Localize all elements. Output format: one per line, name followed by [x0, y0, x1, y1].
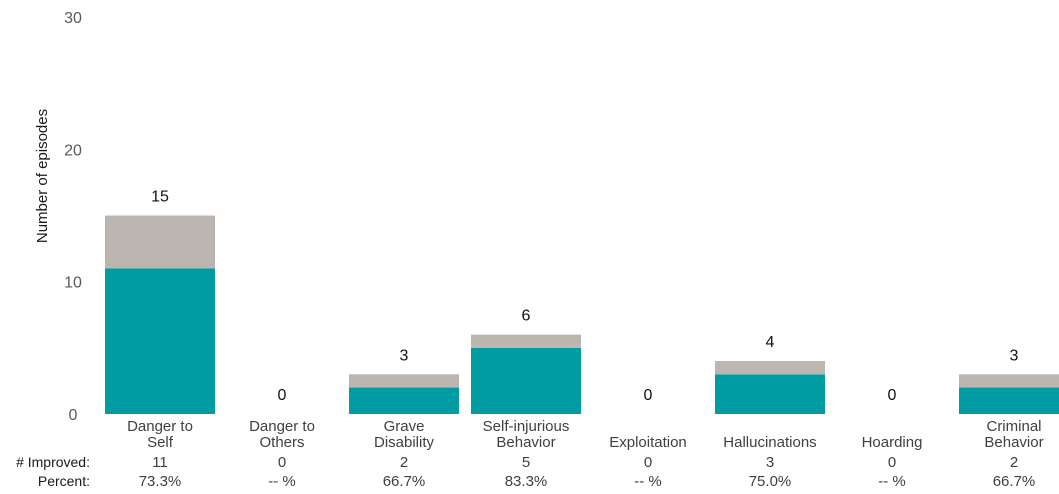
bar-total-label: 4: [766, 334, 775, 351]
percent-value: -- %: [268, 473, 296, 490]
improved-row-label: # Improved:: [16, 454, 90, 470]
y-axis-label: Number of episodes: [34, 109, 51, 243]
bars: [105, 215, 1059, 414]
category-label: Self: [147, 434, 174, 451]
category-label: Disability: [374, 434, 435, 451]
bar-not-improved: [715, 361, 825, 375]
category-label: Grave: [384, 418, 425, 435]
percent-value: 66.7%: [993, 473, 1036, 490]
bar-improved: [715, 374, 825, 414]
category-label: Danger to: [249, 418, 315, 435]
bar-improved: [471, 347, 581, 414]
percent-row-label: Percent:: [38, 473, 90, 489]
category-label: Self-injurious: [483, 418, 570, 435]
category-label: Exploitation: [609, 434, 687, 451]
category-label: Behavior: [984, 434, 1043, 451]
category-label: Danger to: [127, 418, 193, 435]
total-labels: 15 0 3 6 0 4 0 3: [151, 189, 1018, 405]
improved-count: 0: [644, 454, 652, 471]
improved-count: 0: [278, 454, 286, 471]
improved-count: 2: [1010, 454, 1018, 471]
category-label: Hoarding: [862, 434, 923, 451]
y-tick-label: 30: [64, 10, 82, 27]
percent-value: 83.3%: [505, 473, 548, 490]
bar-improved: [959, 387, 1059, 414]
bar-not-improved: [471, 334, 581, 348]
y-axis: 0 10 20 30: [64, 10, 82, 424]
bar-not-improved: [349, 374, 459, 388]
improved-count: 11: [152, 454, 168, 471]
percent-value: 66.7%: [383, 473, 426, 490]
bar-total-label: 0: [278, 387, 287, 404]
bar-total-label: 6: [522, 308, 531, 325]
y-tick-label: 0: [69, 407, 78, 424]
bar-total-label: 3: [1010, 347, 1019, 364]
y-tick-label: 20: [64, 142, 82, 159]
percent-value: -- %: [634, 473, 662, 490]
bar-total-label: 15: [151, 189, 169, 206]
bar-improved: [105, 268, 215, 414]
category-label: Others: [259, 434, 304, 451]
bar-improved: [349, 387, 459, 414]
improved-count: 3: [766, 454, 774, 471]
category-label: Hallucinations: [723, 434, 816, 451]
bar-total-label: 0: [888, 387, 897, 404]
bar-not-improved: [105, 215, 215, 269]
bar-not-improved: [959, 374, 1059, 388]
bar-total-label: 3: [400, 347, 409, 364]
improved-count: 5: [522, 454, 530, 471]
percent-value: 73.3%: [139, 473, 182, 490]
improved-count: 2: [400, 454, 408, 471]
percent-value: 75.0%: [749, 473, 792, 490]
improvement-table: # Improved: 11 0 2 5 0 3 0 2 Percent: 73.3% -- % 66.…: [16, 454, 1035, 490]
improved-count: 0: [888, 454, 896, 471]
y-tick-label: 10: [64, 275, 82, 292]
percent-value: -- %: [878, 473, 906, 490]
bar-total-label: 0: [644, 387, 653, 404]
category-label: Criminal: [986, 418, 1041, 435]
category-label: Behavior: [496, 434, 555, 451]
